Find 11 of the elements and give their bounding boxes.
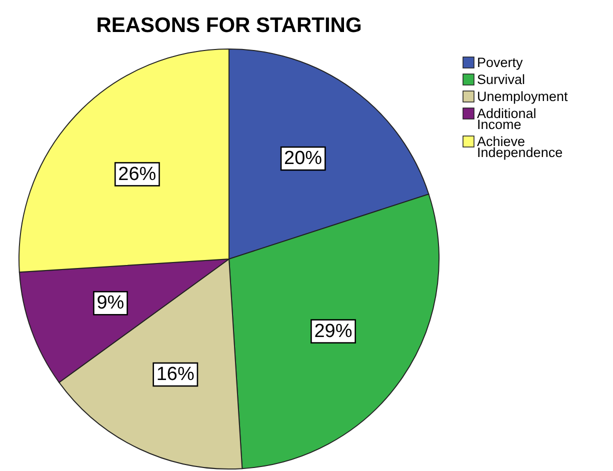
legend-label: Unemployment xyxy=(477,89,568,104)
legend-label: Survival xyxy=(477,72,526,87)
data-label: 26% xyxy=(118,164,156,185)
data-label: 20% xyxy=(284,148,322,170)
legend-label: Additional Income xyxy=(477,106,536,132)
chart-title: REASONS FOR STARTING xyxy=(96,14,362,37)
data-label: 29% xyxy=(314,320,352,342)
legend-label: Poverty xyxy=(477,55,524,70)
data-label: 9% xyxy=(96,292,124,314)
data-label: 16% xyxy=(156,364,194,386)
legend-label: Achieve Independence xyxy=(477,134,563,160)
